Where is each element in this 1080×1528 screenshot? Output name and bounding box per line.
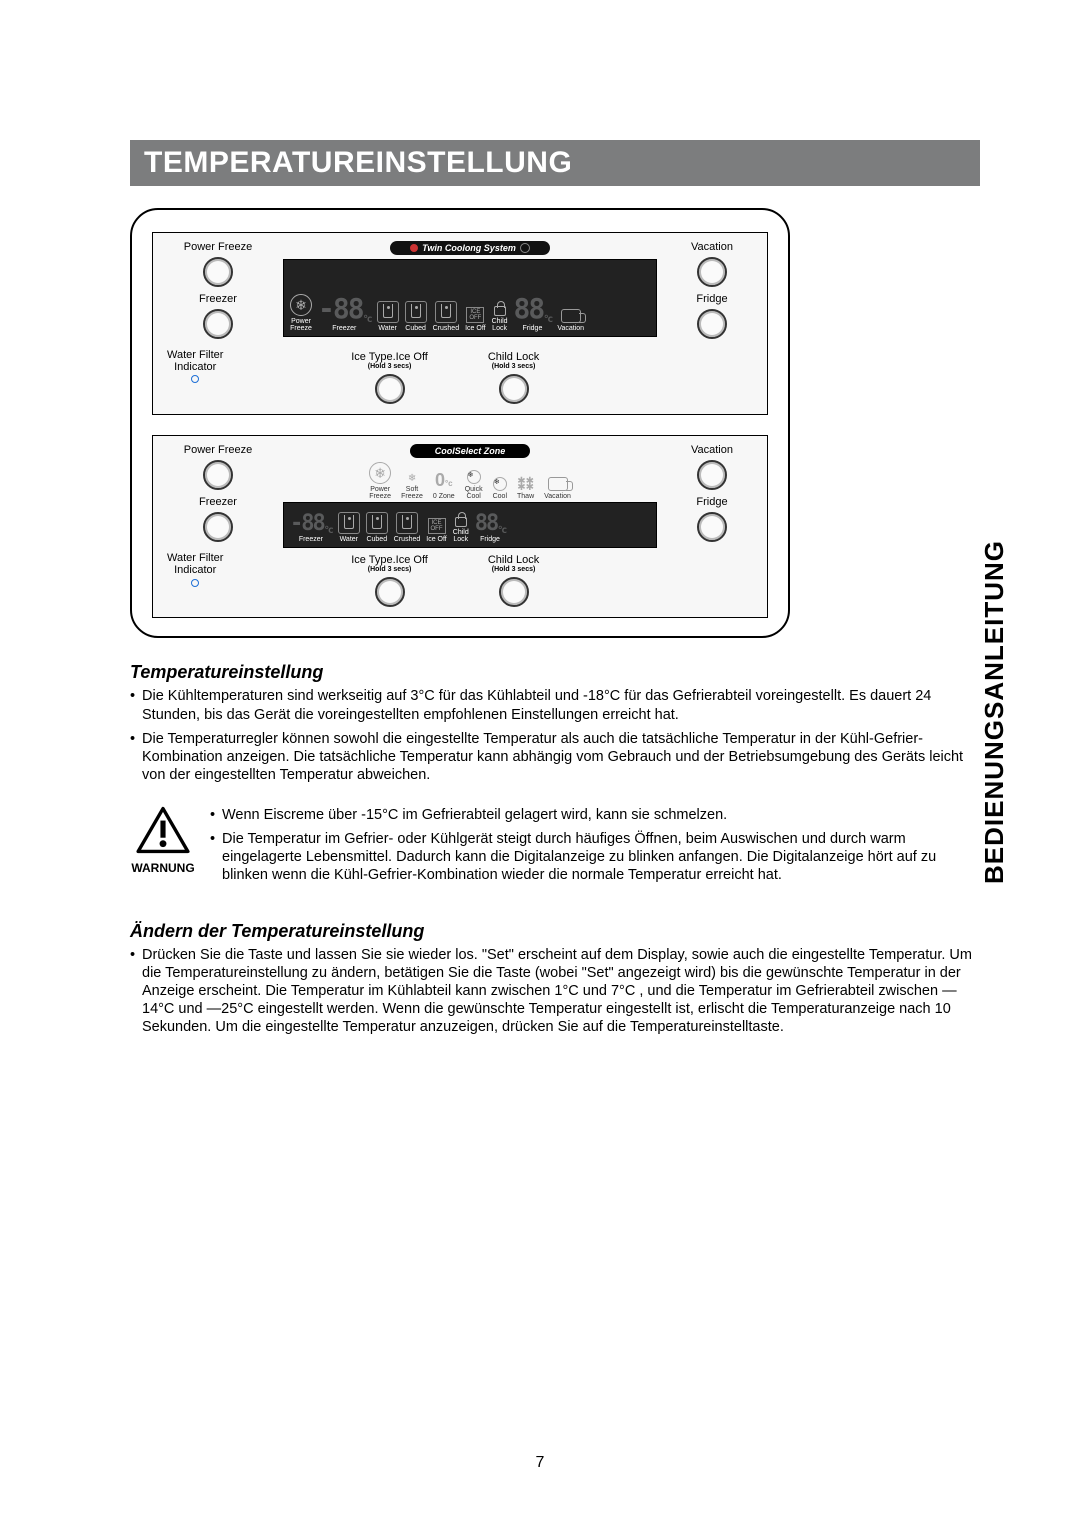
child-lock-button-2[interactable] (499, 577, 529, 607)
body-bullet: Drücken Sie die Taste und lassen Sie sie… (130, 946, 980, 1037)
crushed-icon (396, 512, 418, 534)
warning-block: WARNUNG (130, 806, 196, 875)
power-freeze-disp-top: Power (291, 318, 311, 325)
fridge-temp: 88 (514, 292, 544, 325)
display-panel-2: -88°c Freezer Water Cubed Crushed ICE OF… (283, 502, 657, 548)
freezer-temp: -88 (318, 292, 363, 325)
vacation-label: Vacation (691, 241, 733, 253)
water-icon (338, 512, 360, 534)
section-body-2: Drücken Sie die Taste und lassen Sie sie… (130, 946, 980, 1037)
water-filter-indicator: Water Filter Indicator (167, 349, 223, 386)
quick-cool-icon: ❄ (467, 470, 481, 484)
section-heading-2: Ändern der Temperatureinstellung (130, 921, 980, 942)
body-bullet: Die Temperatur im Gefrier- oder Kühlgerä… (210, 830, 980, 884)
cubed-icon (405, 301, 427, 323)
vacation-icon (561, 309, 581, 323)
power-freeze-label-2: Power Freeze (184, 444, 252, 456)
cubed-icon (366, 512, 388, 534)
indicator-led-icon (191, 375, 199, 383)
section-body-1: Die Kühltemperaturen sind werkseitig auf… (130, 687, 980, 784)
ice-type-button-2[interactable] (375, 577, 405, 607)
body-bullet: Die Temperaturregler können sowohl die e… (130, 730, 980, 784)
freezer-label-2: Freezer (199, 496, 237, 508)
section-heading-1: Temperatureinstellung (130, 662, 980, 683)
vacation-button[interactable] (697, 257, 727, 287)
control-panel-2: Power Freeze Freezer CoolSelect Zone ❄ P… (152, 435, 768, 618)
thaw-icon: ✱✱✱✱ (517, 479, 534, 491)
ice-off-icon: ICE OFF (428, 518, 446, 534)
fridge-button[interactable] (697, 309, 727, 339)
water-icon (377, 301, 399, 323)
snowflake-icon: ❄ (369, 462, 391, 484)
control-panel-figure: Power Freeze Freezer Twin Coolong System… (130, 208, 790, 638)
body-bullet: Die Kühltemperaturen sind werkseitig auf… (130, 687, 980, 723)
page-number: 7 (0, 1454, 1080, 1472)
water-filter-indicator-2: Water Filter Indicator (167, 552, 223, 589)
body-bullet: Wenn Eiscreme über -15°C im Gefrierabtei… (210, 806, 980, 824)
fridge-button-2[interactable] (697, 512, 727, 542)
child-lock-label: Child Lock (488, 351, 539, 363)
power-freeze-label: Power Freeze (184, 241, 252, 253)
ice-off-icon: ICE OFF (466, 307, 484, 323)
freezer-button[interactable] (203, 309, 233, 339)
side-tab: BEDIENUNGSANLEITUNG (979, 540, 1010, 884)
freezer-button-2[interactable] (203, 512, 233, 542)
warning-icon (135, 806, 191, 854)
vacation-label-2: Vacation (691, 444, 733, 456)
lock-icon (455, 517, 467, 527)
freezer-label: Freezer (199, 293, 237, 305)
power-freeze-button-2[interactable] (203, 460, 233, 490)
warning-body: Wenn Eiscreme über -15°C im Gefrierabtei… (210, 806, 980, 891)
indicator-led-icon (191, 579, 199, 587)
twin-cooling-band: Twin Coolong System (390, 241, 550, 255)
vacation-icon (548, 477, 568, 491)
lock-icon (494, 306, 506, 316)
freezer-disp-label: Freezer (332, 325, 356, 332)
power-freeze-button[interactable] (203, 257, 233, 287)
snowflake-icon: ❄ (290, 294, 312, 316)
fridge-disp-label: Fridge (523, 325, 543, 332)
fridge-label: Fridge (696, 293, 727, 305)
ice-type-button[interactable] (375, 374, 405, 404)
zero-zone-icon: 0°c (435, 470, 453, 491)
cool-icon: ❄ (493, 477, 507, 491)
warning-label: WARNUNG (130, 861, 196, 875)
vacation-button-2[interactable] (697, 460, 727, 490)
cool-select-zone-band: CoolSelect Zone (410, 444, 530, 458)
ice-type-label: Ice Type.Ice Off (351, 351, 428, 363)
page-title: TEMPERATUREINSTELLUNG (130, 140, 980, 186)
soft-freeze-icon: ❄ (408, 473, 416, 484)
hold-label: (Hold 3 secs) (351, 363, 428, 370)
power-freeze-disp-bot: Freeze (290, 325, 312, 332)
control-panel-1: Power Freeze Freezer Twin Coolong System… (152, 232, 768, 415)
display-panel-1: ❄ Power Freeze -88°c Freezer Water (283, 259, 657, 337)
fridge-label-2: Fridge (696, 496, 727, 508)
child-lock-button[interactable] (499, 374, 529, 404)
crushed-icon (435, 301, 457, 323)
